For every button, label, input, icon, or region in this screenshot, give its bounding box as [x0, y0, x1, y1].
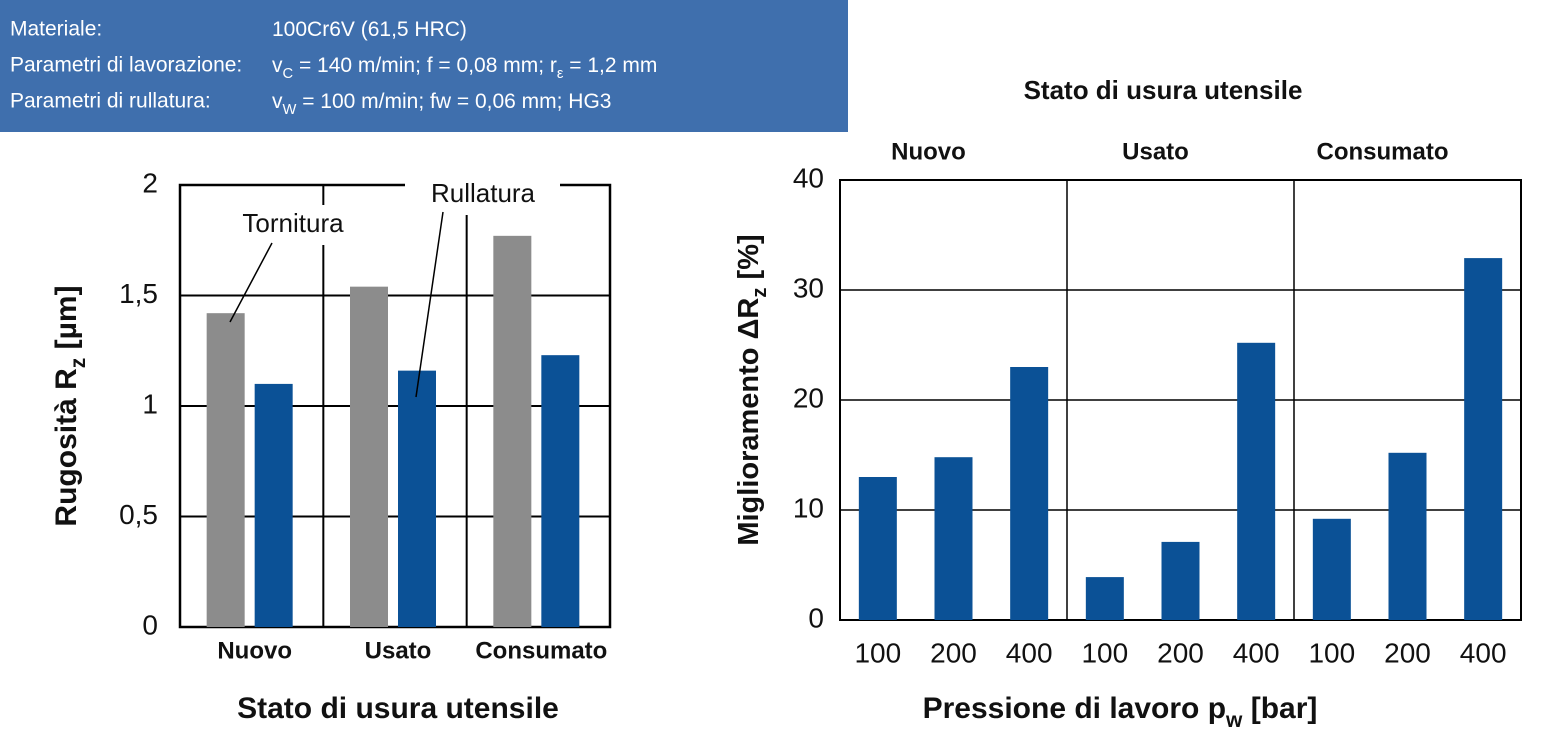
x-tick-label: Usato	[365, 637, 432, 664]
info-label: Materiale:	[10, 18, 102, 41]
info-value-part: 100Cr6V (61,5 HRC)	[272, 18, 467, 41]
y-tick-label: 20	[793, 382, 824, 413]
y-tick-label: 40	[793, 162, 824, 193]
bar	[934, 457, 973, 620]
plot-frame	[178, 183, 612, 629]
info-background	[0, 0, 848, 132]
bar	[1010, 367, 1049, 620]
y-axis-label-part: z	[67, 358, 90, 369]
bar	[858, 477, 897, 620]
x-tick-label: 400	[1006, 637, 1053, 668]
group-label: Consumato	[1317, 138, 1449, 165]
y-tick-label: 0	[808, 602, 824, 633]
y-axis-label-part: z	[749, 288, 771, 298]
x-tick-label: 100	[1308, 637, 1355, 668]
x-tick-label: 200	[1157, 637, 1204, 668]
info-label: Parametri di lavorazione:	[10, 54, 242, 77]
info-value-part: = 100 m/min; fw = 0,06 mm; HG3	[296, 90, 611, 113]
y-tick-label: 1	[142, 388, 158, 419]
x-axis-label-part: [bar]	[1242, 692, 1317, 725]
y-axis-label-part: [µm]	[50, 285, 83, 357]
y-axis-label: Miglioramento ΔRz [%]	[733, 234, 772, 545]
x-tick-label: Nuovo	[217, 637, 292, 664]
x-tick-label: 100	[1081, 637, 1128, 668]
chart-title: Stato di usura utensile	[1024, 75, 1303, 105]
y-axis-label: Rugosità Rz [µm]	[50, 285, 90, 526]
info-value-part: = 1,2 mm	[563, 54, 657, 77]
bar	[1237, 342, 1276, 620]
bar	[1161, 541, 1200, 620]
y-tick-label: 30	[793, 272, 824, 303]
series-label: Tornitura	[242, 208, 344, 238]
x-tick-label: 400	[1460, 637, 1507, 668]
x-tick-label: 400	[1233, 637, 1280, 668]
x-axis-label-part: Stato di usura utensile	[237, 692, 559, 725]
bar	[254, 383, 293, 627]
info-value-part: C	[283, 66, 294, 82]
y-axis-label-part: Rugosità R	[50, 368, 83, 527]
info-value-part: ε	[557, 66, 564, 82]
info-value: vW = 100 m/min; fw = 0,06 mm; HG3	[272, 90, 612, 118]
bar	[493, 235, 532, 627]
info-label: Parametri di rullatura:	[10, 90, 211, 113]
x-tick-label: 100	[854, 637, 901, 668]
y-tick-label: 10	[793, 492, 824, 523]
x-tick-label: Consumato	[475, 637, 607, 664]
y-tick-label: 1,5	[119, 278, 158, 309]
leader-line	[229, 242, 273, 323]
label-background	[405, 175, 560, 215]
x-axis-label: Pressione di lavoro pw [bar]	[923, 692, 1318, 732]
x-axis-label: Stato di usura utensile	[237, 692, 559, 725]
y-tick-label: 2	[142, 167, 158, 198]
bar	[1085, 577, 1124, 620]
series-label: Rullatura	[431, 178, 536, 208]
label-background	[225, 205, 360, 245]
y-axis-label-part: Miglioramento ΔR	[733, 298, 765, 546]
group-label: Usato	[1122, 138, 1189, 165]
info-value-part: = 140 m/min; f = 0,08 mm; r	[293, 54, 557, 77]
info-value-part: v	[272, 90, 283, 113]
y-tick-label: 0	[142, 609, 158, 640]
info-value-part: W	[283, 102, 297, 118]
bar	[350, 286, 388, 627]
info-value: vC = 140 m/min; f = 0,08 mm; rε = 1,2 mm	[272, 54, 657, 82]
bar	[1312, 518, 1351, 620]
leader-line	[415, 211, 444, 398]
x-axis-label-part: Pressione di lavoro p	[923, 692, 1226, 725]
y-axis-label-part: [%]	[733, 234, 765, 287]
bar	[1388, 452, 1427, 620]
info-value: 100Cr6V (61,5 HRC)	[272, 18, 467, 41]
bar	[541, 355, 580, 627]
bar	[1464, 258, 1503, 620]
x-axis-label-part: w	[1225, 709, 1243, 732]
y-tick-label: 0,5	[119, 499, 158, 530]
group-label: Nuovo	[891, 138, 966, 165]
x-tick-label: 200	[1384, 637, 1431, 668]
info-box: Materiale: 100Cr6V (61,5 HRC) Parametri di…	[0, 0, 848, 132]
x-tick-label: 200	[930, 637, 977, 668]
bar	[398, 370, 436, 627]
info-value-part: v	[272, 54, 283, 77]
bar	[206, 313, 245, 627]
